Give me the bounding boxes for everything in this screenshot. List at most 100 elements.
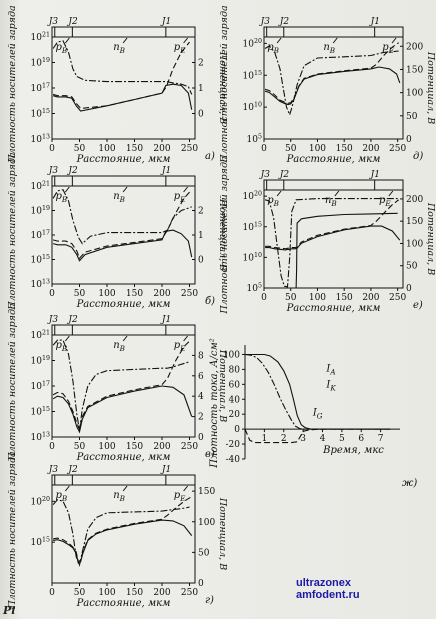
region-leader xyxy=(391,37,397,44)
region-leader xyxy=(276,37,282,44)
y-tick-label: -20 xyxy=(226,440,241,450)
junction-label: J3 xyxy=(47,17,59,27)
junction-label: J3 xyxy=(47,315,59,325)
y-left-tick-label: 1019 xyxy=(31,355,50,367)
region-label: nB xyxy=(113,340,125,353)
x-tick-label: 100 xyxy=(98,442,115,452)
plot-frame xyxy=(263,179,404,289)
y-right-tick-label: 2 xyxy=(198,59,204,69)
series-line xyxy=(52,499,190,567)
watermark-line-2: amfodent.ru xyxy=(296,589,360,601)
y-left-axis-title: Плотность носителей заряда xyxy=(7,5,18,164)
y-right-tick-label: 0 xyxy=(406,284,412,294)
x-axis-title: Расстояние, мкм xyxy=(286,154,381,165)
region-label: pE xyxy=(174,490,186,503)
x-tick-label: 100 xyxy=(98,144,115,154)
x-tick-label: 100 xyxy=(309,144,326,154)
x-tick-label: 200 xyxy=(362,144,379,154)
y-right-tick-label: 50 xyxy=(406,262,418,272)
x-tick-label: 0 xyxy=(49,442,55,452)
y-left-axis-title: Плотность носителей заряда xyxy=(7,451,18,610)
junction-label: J2 xyxy=(278,170,290,180)
x-tick-label: 250 xyxy=(389,293,406,303)
y-left-tick-label: 1017 xyxy=(31,230,50,242)
region-leader xyxy=(183,186,188,193)
y-left-tick-label: 1021 xyxy=(31,32,50,44)
x-tick-label: 6 xyxy=(358,434,364,444)
y-right-tick-label: 150 xyxy=(198,487,215,497)
y-right-tick-label: 0 xyxy=(198,110,204,120)
region-leader xyxy=(122,335,128,342)
x-tick-label: 150 xyxy=(336,144,353,154)
region-label: pB xyxy=(267,42,279,55)
y-left-tick-label: 1010 xyxy=(243,102,262,114)
x-tick-label: 200 xyxy=(153,289,170,299)
x-tick-label: 200 xyxy=(153,442,170,452)
junction-label: J3 xyxy=(47,465,59,475)
x-tick-label: 100 xyxy=(98,588,115,598)
x-tick-label: 0 xyxy=(261,293,267,303)
x-tick-label: 3 xyxy=(300,434,306,444)
chart-panel-e: J3 J2 J1 pB nB pE 0 50 100 150 200 250 105 1010 1015 10… xyxy=(219,156,436,315)
y-left-axis-title: Плотность носителей заряда xyxy=(219,156,230,315)
y-left-tick-label: 1021 xyxy=(31,181,50,193)
x-tick-label: 200 xyxy=(362,293,379,303)
junction-label: J2 xyxy=(66,166,78,176)
y-right-tick-label: 50 xyxy=(198,548,210,558)
x-axis-title: Расстояние, мкм xyxy=(76,154,171,165)
junction-label: J1 xyxy=(160,17,171,27)
y-left-axis-title: Плотность носителей заряда xyxy=(219,5,230,164)
y-axis-title: Плотность тока, А/см² xyxy=(209,338,220,469)
y-right-tick-label: 200 xyxy=(406,42,423,52)
plot-frame xyxy=(51,474,196,584)
y-right-tick-label: 1 xyxy=(198,84,204,94)
junction-label: J1 xyxy=(369,170,380,180)
region-leader xyxy=(122,186,128,193)
x-tick-label: 250 xyxy=(181,289,198,299)
series-line xyxy=(264,45,399,117)
region-label: pE xyxy=(379,195,391,208)
watermark-line-1: ultrazonex xyxy=(296,577,352,589)
panel-label: ж) xyxy=(402,478,417,489)
region-label: pB xyxy=(55,191,67,204)
series-line xyxy=(52,41,190,109)
series-line xyxy=(264,42,400,104)
region-label: pE xyxy=(174,191,186,204)
y-right-tick-label: 50 xyxy=(406,112,418,122)
x-tick-label: 100 xyxy=(309,293,326,303)
series-line xyxy=(52,385,193,434)
y-tick-label: 80 xyxy=(229,365,241,375)
y-left-tick-label: 105 xyxy=(247,283,262,295)
y-left-tick-label: 1020 xyxy=(243,191,262,203)
y-left-tick-label: 1017 xyxy=(31,83,50,95)
y-right-tick-label: 200 xyxy=(406,195,423,205)
y-left-tick-label: 1020 xyxy=(243,38,262,50)
y-right-tick-label: 0 xyxy=(198,579,204,589)
y-right-tick-label: 150 xyxy=(406,65,423,75)
y-right-axis-title: Потенциал, В xyxy=(217,349,228,422)
x-tick-label: 250 xyxy=(181,442,198,452)
region-label: nB xyxy=(113,490,125,503)
x-tick-label: 150 xyxy=(336,293,353,303)
y-right-tick-label: 4 xyxy=(198,392,204,402)
y-left-tick-label: 1019 xyxy=(31,57,50,69)
x-tick-label: 5 xyxy=(339,434,345,444)
y-tick-label: 60 xyxy=(229,380,241,390)
x-tick-label: 4 xyxy=(320,434,326,444)
x-tick-label: 150 xyxy=(126,289,143,299)
region-leader xyxy=(122,485,128,492)
y-left-tick-label: 1010 xyxy=(243,252,262,264)
region-leader xyxy=(183,485,188,492)
series-line xyxy=(52,339,191,432)
region-leader xyxy=(64,186,70,193)
panel-label: а) xyxy=(205,151,215,162)
y-right-tick-label: 2 xyxy=(198,413,204,423)
series-line xyxy=(265,225,401,251)
panel-label: е) xyxy=(413,300,423,311)
y-right-tick-label: 100 xyxy=(406,239,423,249)
y-right-tick-label: 100 xyxy=(406,89,423,99)
